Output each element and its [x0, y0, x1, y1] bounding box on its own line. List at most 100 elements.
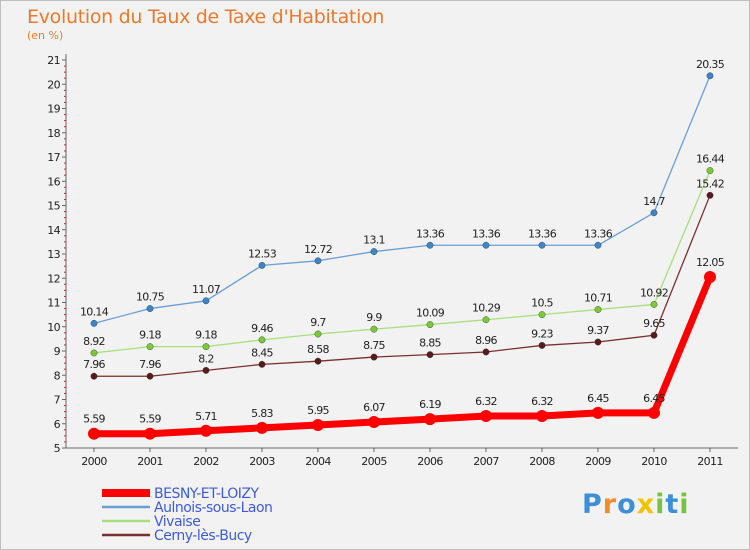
data-label: 9.9	[366, 311, 382, 324]
data-label: 8.96	[475, 334, 497, 347]
legend-label: Vivaise	[154, 514, 200, 530]
data-label: 9.65	[643, 317, 665, 330]
data-label: 12.72	[304, 243, 332, 256]
y-tick-label: 16	[47, 175, 60, 188]
data-point	[258, 360, 266, 368]
data-label: 10.29	[472, 302, 501, 315]
data-point	[650, 209, 658, 217]
data-point	[370, 248, 378, 255]
data-label: 12.05	[696, 256, 725, 269]
y-tick-label: 20	[47, 78, 60, 91]
data-label: 7.96	[139, 358, 161, 371]
y-tick-label: 9	[54, 345, 61, 358]
data-point	[314, 357, 322, 365]
data-label: 13.36	[584, 227, 613, 240]
data-label: 10.92	[640, 286, 668, 299]
data-point	[648, 406, 660, 419]
data-point	[312, 418, 324, 431]
x-tick-label: 2003	[249, 455, 275, 468]
data-point	[146, 343, 154, 351]
y-tick-label: 7	[54, 394, 61, 407]
data-label: 12.53	[248, 247, 277, 260]
data-point	[90, 319, 98, 327]
data-point	[370, 353, 378, 361]
data-point	[314, 330, 322, 338]
data-label: 7.96	[83, 358, 105, 371]
x-tick-label: 2010	[641, 455, 667, 468]
data-label: 13.36	[416, 227, 445, 240]
data-point	[200, 424, 212, 437]
y-tick-label: 15	[47, 200, 60, 213]
data-label: 6.32	[531, 395, 553, 408]
proxiti-logo: Proxiti	[582, 489, 690, 520]
data-point	[426, 241, 434, 249]
data-label: 10.71	[584, 292, 612, 305]
data-label: 13.36	[528, 227, 557, 240]
chart-unit: (en %)	[27, 29, 64, 42]
y-tick-label: 21	[47, 54, 60, 67]
data-point	[146, 305, 154, 312]
data-point	[482, 241, 490, 249]
data-point	[202, 343, 210, 351]
data-point	[650, 331, 658, 339]
x-tick-label: 2007	[473, 455, 499, 468]
y-tick-label: 17	[47, 151, 60, 164]
data-point	[370, 325, 378, 333]
logo-letter: P	[582, 489, 603, 520]
x-tick-label: 2008	[529, 455, 555, 468]
data-label: 5.83	[251, 407, 273, 420]
series-line	[90, 273, 714, 438]
data-label: 10.09	[416, 307, 445, 320]
y-tick-label: 5	[54, 442, 61, 455]
y-tick-label: 11	[47, 297, 60, 310]
y-tick-label: 19	[47, 103, 60, 116]
data-point	[480, 409, 492, 422]
x-tick-label: 2000	[81, 455, 107, 468]
data-point	[368, 416, 380, 429]
data-label: 10.5	[531, 297, 553, 310]
data-point	[202, 297, 210, 305]
data-point	[538, 241, 546, 249]
data-label: 9.37	[587, 324, 609, 337]
data-label: 11.07	[192, 283, 221, 296]
data-point	[594, 338, 602, 346]
data-point	[704, 271, 716, 284]
chart-title: Evolution du Taux de Taxe d'Habitation	[27, 6, 385, 28]
y-tick-label: 18	[47, 127, 60, 140]
data-point	[90, 349, 98, 357]
logo-letter: i	[679, 489, 690, 520]
x-tick-label: 2001	[137, 455, 163, 468]
logo-letter: i	[655, 489, 666, 520]
x-tick-label: 2004	[305, 455, 331, 468]
data-point	[88, 427, 100, 440]
data-point	[426, 351, 434, 359]
data-point	[482, 316, 490, 324]
data-label: 8.85	[419, 337, 441, 350]
x-tick-label: 2006	[417, 455, 443, 468]
data-point	[314, 257, 322, 265]
data-point	[594, 306, 602, 313]
data-point	[424, 413, 436, 426]
data-point	[256, 421, 268, 434]
data-point	[650, 301, 658, 308]
y-tick-label: 12	[47, 272, 60, 285]
data-label: 9.18	[139, 329, 161, 342]
data-label: 13.36	[472, 227, 501, 240]
data-point	[536, 409, 548, 422]
data-label: 10.75	[136, 291, 165, 304]
logo-letter: x	[636, 489, 656, 520]
data-label: 6.07	[363, 401, 385, 414]
data-label: 6.45	[587, 392, 609, 405]
data-point	[706, 72, 714, 80]
data-label: 6.32	[475, 395, 497, 408]
data-label: 8.2	[198, 352, 213, 365]
y-tick-label: 8	[54, 369, 61, 382]
series-line	[93, 75, 711, 325]
series-line	[93, 169, 711, 354]
data-label: 13.1	[363, 234, 385, 247]
data-point	[592, 406, 604, 419]
x-tick-label: 2011	[697, 455, 723, 468]
y-tick-label: 14	[47, 224, 60, 237]
data-point	[594, 241, 602, 249]
